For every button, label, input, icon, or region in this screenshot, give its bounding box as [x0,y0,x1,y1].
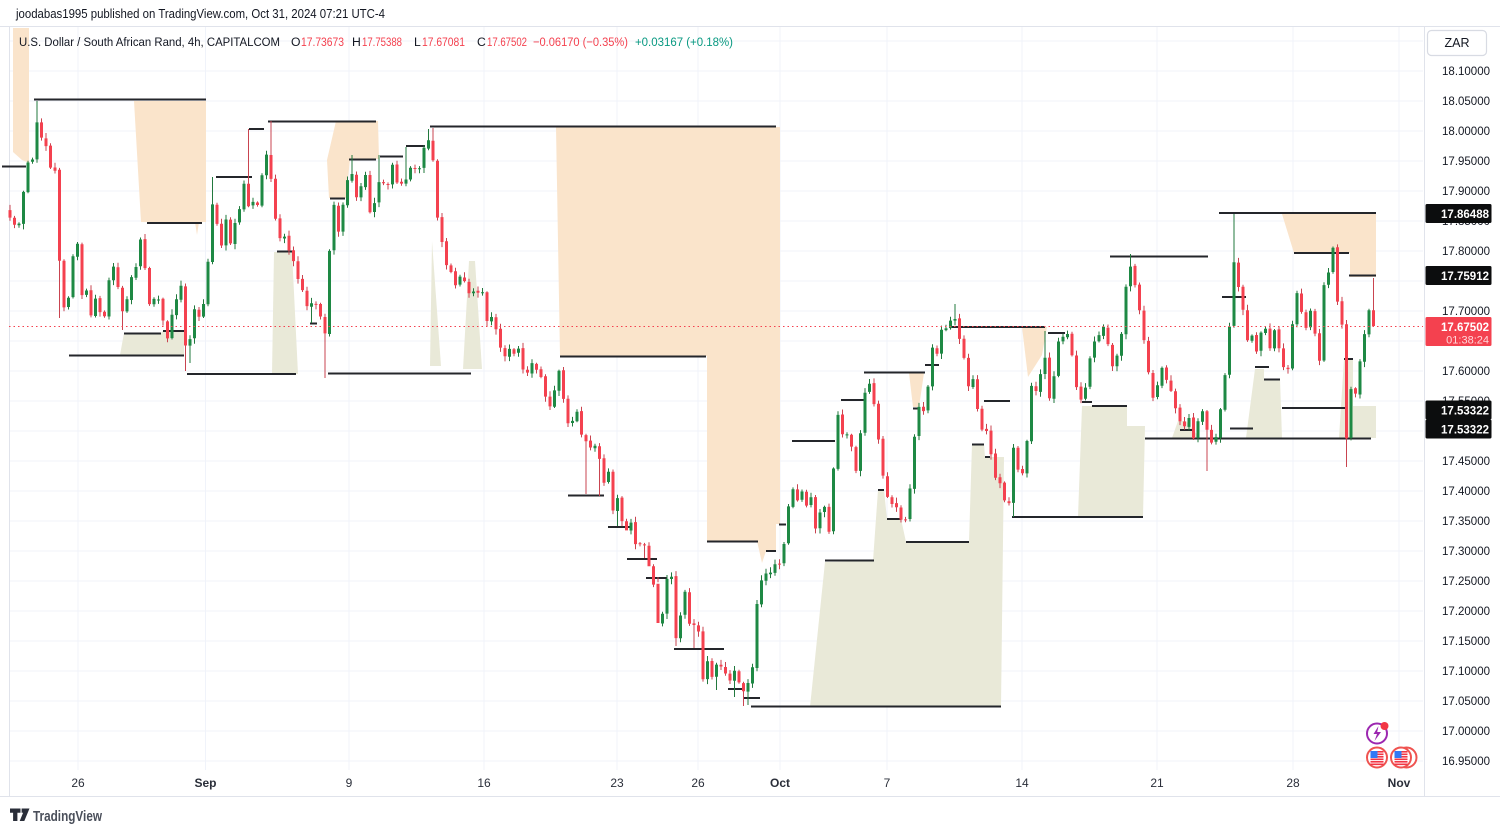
svg-text:26: 26 [71,776,85,790]
svg-text:TradingView: TradingView [33,808,102,825]
svg-text:17.45000: 17.45000 [1442,456,1490,468]
svg-text:17.70000: 17.70000 [1442,306,1490,318]
svg-text:26: 26 [691,776,705,790]
svg-text:Nov: Nov [1388,776,1411,790]
svg-text:16: 16 [477,776,491,790]
svg-text:14: 14 [1015,776,1029,790]
svg-text:17.67502: 17.67502 [1441,322,1489,334]
svg-text:17.90000: 17.90000 [1442,186,1490,198]
svg-text:17.30000: 17.30000 [1442,546,1490,558]
svg-text:18.05000: 18.05000 [1442,96,1490,108]
svg-text:17.15000: 17.15000 [1442,636,1490,648]
svg-text:21: 21 [1150,776,1164,790]
svg-text:17.80000: 17.80000 [1442,246,1490,258]
svg-text:17.86488: 17.86488 [1441,209,1490,221]
svg-text:7: 7 [884,776,891,790]
svg-text:17.53322: 17.53322 [1441,425,1489,437]
svg-text:17.53322: 17.53322 [1441,406,1489,418]
svg-text:17.75912: 17.75912 [1441,271,1489,283]
svg-text:16.95000: 16.95000 [1442,756,1490,768]
svg-text:17.25000: 17.25000 [1442,576,1490,588]
svg-text:23: 23 [610,776,624,790]
svg-text:18.00000: 18.00000 [1442,126,1490,138]
svg-text:Oct: Oct [770,776,790,790]
svg-text:17.20000: 17.20000 [1442,606,1490,618]
svg-text:17.35000: 17.35000 [1442,516,1490,528]
svg-text:01:38:24: 01:38:24 [1446,335,1489,347]
svg-text:17.95000: 17.95000 [1442,156,1490,168]
svg-text:18.10000: 18.10000 [1442,66,1490,78]
svg-text:U.S. Dollar / South African Ra: U.S. Dollar / South African Rand, 4h, CA… [19,35,733,49]
svg-text:17.60000: 17.60000 [1442,366,1490,378]
svg-text:9: 9 [346,776,353,790]
svg-text:28: 28 [1286,776,1300,790]
svg-text:ZAR: ZAR [1445,36,1470,50]
svg-text:joodabas1995 published on Trad: joodabas1995 published on TradingView.co… [15,6,385,21]
svg-text:17.40000: 17.40000 [1442,486,1490,498]
svg-text:17.10000: 17.10000 [1442,666,1490,678]
svg-text:17.00000: 17.00000 [1442,726,1490,738]
svg-text:17.05000: 17.05000 [1442,696,1490,708]
svg-text:Sep: Sep [194,776,216,790]
